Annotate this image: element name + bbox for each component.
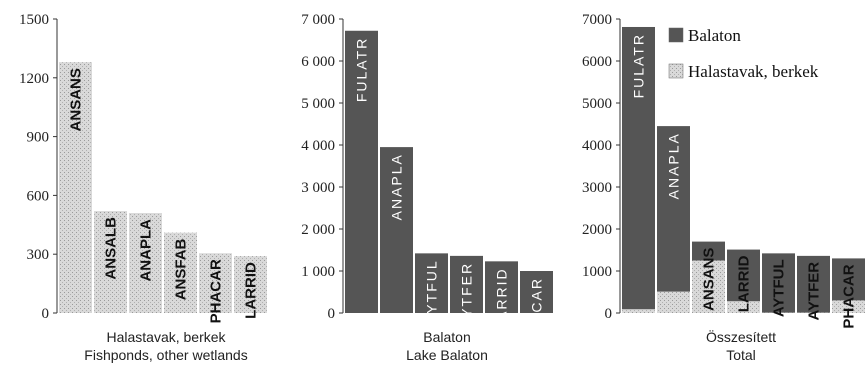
bar-fulatr-halastavak [622, 309, 655, 313]
chart-panel-2: 0 1 000 2 000 3 000 4 000 5 000 6 000 7 000 FULA… [301, 12, 553, 363]
bar-aytfer-balaton [450, 255, 483, 313]
chart-panel-3: 0 1000 2000 3000 4000 5000 6000 7000 FULATR ANAPL… [582, 12, 865, 363]
bar-aytful-balaton [762, 253, 795, 313]
y-tick-label: 3000 [582, 180, 612, 196]
y-tick-label: 0 [328, 306, 336, 322]
y-tick-label: 7000 [582, 12, 612, 28]
legend: Balaton Halastavak, berkek [668, 26, 819, 81]
bar-label-larrid: LARRID [243, 262, 260, 319]
bar-label-ansfab: ANSFAB [173, 238, 190, 300]
y-tick-label: 900 [27, 130, 50, 146]
y-tick-label: 2000 [582, 222, 612, 238]
legend-swatch-halastavak [668, 63, 684, 79]
bar-label-fulatr: FULATR [631, 33, 647, 98]
bar-phacar-halastavak [832, 300, 865, 313]
y-tick-label: 300 [27, 247, 50, 263]
bar-label-anapla: ANAPLA [138, 219, 155, 282]
bar-label-anapla: ANAPLA [389, 153, 405, 220]
x-axis-label: Összesített [706, 328, 776, 345]
bar-ansans-halastavak [692, 260, 725, 313]
y-tick-label: 1200 [19, 71, 49, 87]
bar-label-fulatr: FULATR [354, 37, 370, 102]
bar-label-phacar: PHACAR [841, 264, 858, 328]
bar-label-aytfer: AYTFER [459, 262, 475, 328]
bar-anapla-balaton [657, 126, 690, 292]
x-axis-label-secondary: Lake Balaton [406, 347, 488, 363]
bar-label-aytful: AYTFUL [771, 259, 788, 317]
bar-phacar-balaton [520, 271, 553, 313]
bar-ansalb-halastavak [94, 211, 127, 313]
bar-label-aytful: AYTFUL [424, 259, 440, 324]
y-tick-label: 2 000 [301, 222, 335, 238]
y-tick-label: 1000 [582, 264, 612, 280]
y-tick-label: 0 [605, 306, 613, 322]
y-tick-label: 5000 [582, 96, 612, 112]
y-tick-label: 1500 [19, 12, 49, 28]
bar-label-ansalb: ANSALB [103, 217, 120, 280]
y-tick-label: 4 000 [301, 138, 335, 154]
bar-phacar-halastavak [199, 253, 232, 313]
bar-label-anapla: ANAPLA [666, 132, 682, 199]
bar-fulatr-balaton [345, 30, 378, 313]
bar-ansans-balaton [692, 241, 725, 261]
bar-ansans-halastavak [59, 62, 92, 314]
bar-ansfab-halastavak [164, 232, 197, 313]
legend-label-halastavak: Halastavak, berkek [688, 62, 819, 81]
y-tick-label: 0 [42, 306, 50, 322]
y-tick-label: 6 000 [301, 54, 335, 70]
bar-aytful-balaton [415, 253, 448, 313]
x-axis-label-secondary: Fishponds, other wetlands [84, 347, 247, 363]
bar-fulatr-balaton [622, 26, 655, 310]
bar-label-ansans: ANSANS [701, 248, 718, 311]
bar-label-larrid: LARRID [736, 255, 753, 312]
bar-label-phacar: PHACAR [529, 277, 545, 347]
bar-larrid-balaton [727, 249, 760, 302]
y-tick-label: 4000 [582, 138, 612, 154]
legend-swatch-balaton [668, 27, 684, 43]
x-axis-label: Balaton [423, 329, 470, 345]
bar-anapla-halastavak [657, 291, 690, 313]
legend-label-balaton: Balaton [688, 26, 741, 45]
bar-phacar-balaton [832, 258, 865, 301]
bar-larrid-halastavak [234, 256, 267, 313]
bar-label-aytfer: AYTFER [806, 262, 823, 321]
bar-larrid-halastavak [727, 301, 760, 313]
y-tick-label: 1 000 [301, 264, 335, 280]
bar-label-phacar: PHACAR [208, 259, 225, 323]
bar-aytfer-balaton [797, 255, 830, 313]
bar-larrid-balaton [485, 261, 518, 313]
x-axis-label: Halastavak, berkek [106, 329, 226, 345]
y-tick-label: 7 000 [301, 12, 335, 28]
y-tick-label: 3 000 [301, 180, 335, 196]
bar-label-larrid: LARRID [494, 267, 510, 330]
x-axis-label-secondary: Total [726, 347, 756, 363]
bar-anapla-halastavak [129, 213, 162, 313]
y-tick-label: 600 [27, 188, 50, 204]
y-tick-label: 5 000 [301, 96, 335, 112]
y-tick-label: 6000 [582, 54, 612, 70]
bar-anapla-balaton [380, 147, 413, 313]
bar-label-ansans: ANSANS [68, 68, 85, 131]
chart-panel-1: 0 300 600 900 1200 1500 ANSANS ANSALB ANAPLA ANSF… [19, 12, 267, 363]
